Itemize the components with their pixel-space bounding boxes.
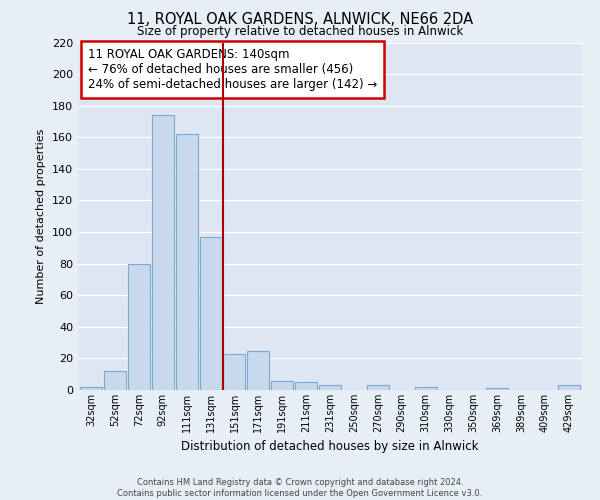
Bar — [415, 387, 437, 390]
Bar — [223, 354, 245, 390]
X-axis label: Distribution of detached houses by size in Alnwick: Distribution of detached houses by size … — [181, 440, 479, 454]
Bar — [271, 380, 293, 390]
Bar — [367, 386, 389, 390]
Y-axis label: Number of detached properties: Number of detached properties — [37, 128, 46, 304]
Bar — [152, 115, 174, 390]
Text: 11, ROYAL OAK GARDENS, ALNWICK, NE66 2DA: 11, ROYAL OAK GARDENS, ALNWICK, NE66 2DA — [127, 12, 473, 28]
Bar — [558, 386, 580, 390]
Bar — [200, 237, 221, 390]
Bar — [128, 264, 150, 390]
Bar — [295, 382, 317, 390]
Bar — [176, 134, 197, 390]
Bar — [104, 371, 126, 390]
Text: 11 ROYAL OAK GARDENS: 140sqm
← 76% of detached houses are smaller (456)
24% of s: 11 ROYAL OAK GARDENS: 140sqm ← 76% of de… — [88, 48, 377, 90]
Bar — [486, 388, 508, 390]
Bar — [319, 386, 341, 390]
Bar — [80, 387, 102, 390]
Text: Size of property relative to detached houses in Alnwick: Size of property relative to detached ho… — [137, 25, 463, 38]
Bar — [247, 350, 269, 390]
Text: Contains HM Land Registry data © Crown copyright and database right 2024.
Contai: Contains HM Land Registry data © Crown c… — [118, 478, 482, 498]
